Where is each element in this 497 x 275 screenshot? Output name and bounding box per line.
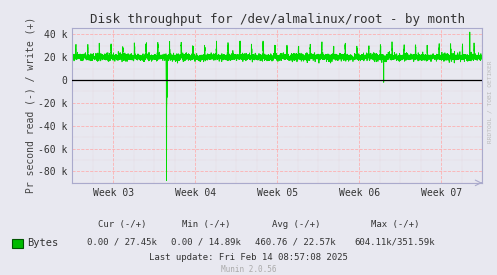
Text: Avg (-/+): Avg (-/+) bbox=[271, 220, 320, 229]
Text: Min (-/+): Min (-/+) bbox=[182, 220, 231, 229]
Text: Max (-/+): Max (-/+) bbox=[371, 220, 419, 229]
Text: Bytes: Bytes bbox=[27, 238, 59, 248]
Text: 604.11k/351.59k: 604.11k/351.59k bbox=[355, 238, 435, 247]
Text: Cur (-/+): Cur (-/+) bbox=[97, 220, 146, 229]
Title: Disk throughput for /dev/almalinux/root - by month: Disk throughput for /dev/almalinux/root … bbox=[89, 13, 465, 26]
Text: 0.00 / 27.45k: 0.00 / 27.45k bbox=[87, 238, 157, 247]
Text: 0.00 / 14.89k: 0.00 / 14.89k bbox=[171, 238, 241, 247]
Text: Last update: Fri Feb 14 08:57:08 2025: Last update: Fri Feb 14 08:57:08 2025 bbox=[149, 253, 348, 262]
Text: Munin 2.0.56: Munin 2.0.56 bbox=[221, 265, 276, 274]
Y-axis label: Pr second read (-) / write (+): Pr second read (-) / write (+) bbox=[25, 17, 35, 193]
Text: RRDTOOL / TOBI OETIKER: RRDTOOL / TOBI OETIKER bbox=[487, 60, 492, 143]
Text: 460.76 / 22.57k: 460.76 / 22.57k bbox=[255, 238, 336, 247]
